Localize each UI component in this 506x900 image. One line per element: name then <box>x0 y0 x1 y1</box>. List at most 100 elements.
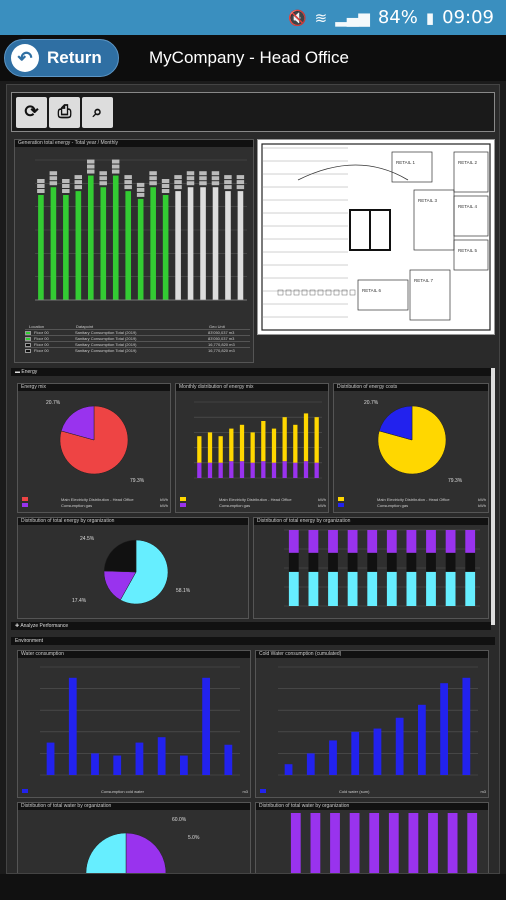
energy-org-pct-0: 24.5% <box>80 536 95 542</box>
monthly-bar-gas-11 <box>314 462 319 478</box>
bar-label-6-0 <box>111 169 120 174</box>
floor-plan-drawing: RETAIL 1 RETAIL 2 RETAIL 3 RETAIL 4 RETAIL 5… <box>261 143 491 331</box>
org-bar-6-0 <box>406 571 417 606</box>
analyze-performance-bar[interactable]: ✚ Analyze Performance <box>11 622 491 630</box>
environment-section-bar[interactable]: Environment <box>11 637 495 645</box>
water-legend-row: Consumption cold water m3 <box>22 788 248 794</box>
org-bar-0-2 <box>288 530 299 553</box>
floor-desk <box>333 289 340 296</box>
floor-room <box>453 195 489 237</box>
cold-water-bar-5 <box>395 717 404 775</box>
bar-label-13-1 <box>199 176 207 181</box>
legend-label: Main Electricity Distribution - Head Off… <box>61 496 134 502</box>
org-bar-5-0 <box>386 571 397 606</box>
legend-swatch <box>180 503 186 507</box>
bar-16 <box>237 191 244 300</box>
water-org-bar-7 <box>428 813 438 873</box>
return-button[interactable]: ↶ Return <box>4 39 119 77</box>
legend-swatch <box>338 503 344 507</box>
bar-label-8-0 <box>136 192 145 197</box>
environment-section-label: Environment <box>15 638 44 644</box>
floor-room <box>409 269 451 321</box>
bar-label-16-1 <box>236 180 245 185</box>
refresh-button[interactable]: ⟳ <box>16 96 47 128</box>
legend-unit: kWh <box>318 496 326 502</box>
bar-label-10-0 <box>161 189 170 193</box>
water-legend-unit: m3 <box>242 788 248 794</box>
energy-scrollbar[interactable] <box>491 368 495 625</box>
org-bar-1-0 <box>308 571 319 606</box>
legend-row: Consumption gas kWh <box>338 502 486 508</box>
org-bar-3-0 <box>347 571 358 606</box>
monthly-bar-gas-5 <box>250 462 255 478</box>
org-bar-4-2 <box>367 530 378 553</box>
bar-label-8-2 <box>136 182 145 187</box>
water-title: Water consumption <box>18 651 250 658</box>
energy-mix-pct-bottom: 79.3% <box>130 478 145 484</box>
org-bar-9-2 <box>465 530 476 553</box>
search-button[interactable]: ⌕ <box>82 96 113 128</box>
org-bar-7-0 <box>426 571 436 606</box>
app-bar: ↶ Return MyCompany - Head Office <box>0 35 506 81</box>
print-button[interactable]: ⎙ <box>49 96 80 128</box>
bar-5 <box>100 187 107 300</box>
water-bar-7 <box>202 677 210 775</box>
floor-room-label: RETAIL 2 <box>458 160 478 165</box>
top-energy-title: Generation total energy - Total year / M… <box>15 140 253 147</box>
bar-label-3-2 <box>74 175 83 180</box>
dashboard[interactable]: ⟳ ⎙ ⌕ Generation total energy - Total ye… <box>6 84 500 874</box>
monthly-bar-gas-9 <box>293 462 298 478</box>
energy-mix-slice-1 <box>60 405 95 441</box>
bar-label-2-0 <box>62 189 70 193</box>
bar-9 <box>150 187 156 300</box>
water-bar-2 <box>91 753 99 775</box>
water-bar-5 <box>157 737 166 775</box>
water-org-bars-chart <box>290 813 478 873</box>
energy-section-bar[interactable]: ▬ Energy <box>11 368 491 376</box>
monthly-bar-9 <box>293 424 298 463</box>
bar-label-7-1 <box>124 180 132 185</box>
legend-location: Floor 00 <box>34 348 49 353</box>
floor-desk <box>325 289 332 296</box>
legend-unit: 16,770,820 m3 <box>208 348 235 353</box>
energy-org-bars-panel: Distribution of total energy by organiza… <box>253 517 489 619</box>
floor-room-label: RETAIL 4 <box>458 204 478 209</box>
cold-water-title: Cold Water consumption (cumulated) <box>256 651 488 658</box>
org-bar-6-2 <box>406 530 417 553</box>
floor-curve <box>297 164 409 181</box>
legend-swatch <box>25 336 31 341</box>
wifi-icon: ≋ <box>314 8 328 27</box>
energy-costs-pie: 20.7% 79.3% <box>364 400 463 484</box>
water-org-bar-3 <box>349 813 360 873</box>
org-bar-3-2 <box>347 530 358 553</box>
energy-org-pct-1: 17.4% <box>72 598 87 604</box>
floor-room <box>391 151 433 183</box>
water-org-slice-0 <box>125 832 167 873</box>
cold-water-bar-1 <box>306 753 315 775</box>
cold-water-legend: Cold water (sum) m3 <box>260 788 486 794</box>
cold-water-bar-3 <box>351 731 360 775</box>
water-org-title: Distribution of total water by organizat… <box>18 803 250 810</box>
bar-label-5-0 <box>99 181 107 186</box>
monthly-bar-7 <box>271 428 277 463</box>
legend-swatch <box>22 497 28 501</box>
legend-label: Consumption gas <box>61 502 93 508</box>
org-bar-7-2 <box>426 530 436 553</box>
water-bar-1 <box>68 677 77 775</box>
bar-label-9-0 <box>149 181 157 186</box>
legend-unit: kWh <box>478 496 486 502</box>
bar-label-13-0 <box>199 181 207 186</box>
org-bar-0-0 <box>288 571 299 606</box>
org-bar-9-1 <box>465 552 476 572</box>
energy-mix-legend: Main Electricity Distribution - Head Off… <box>22 496 168 508</box>
bar-label-0-2 <box>37 179 45 183</box>
bar-label-11-0 <box>174 185 182 190</box>
org-bar-2-1 <box>328 552 338 572</box>
bar-label-4-2 <box>87 159 95 164</box>
bar-label-11-2 <box>174 175 182 180</box>
energy-mix-pct-top: 20.7% <box>46 400 61 406</box>
energy-org-title: Distribution of total energy by organiza… <box>18 518 248 525</box>
legend-row: Consumption gas kWh <box>180 502 326 508</box>
energy-costs-pct-top: 20.7% <box>364 400 379 406</box>
floor-plan[interactable]: RETAIL 1 RETAIL 2 RETAIL 3 RETAIL 4 RETAIL 5… <box>257 139 495 335</box>
